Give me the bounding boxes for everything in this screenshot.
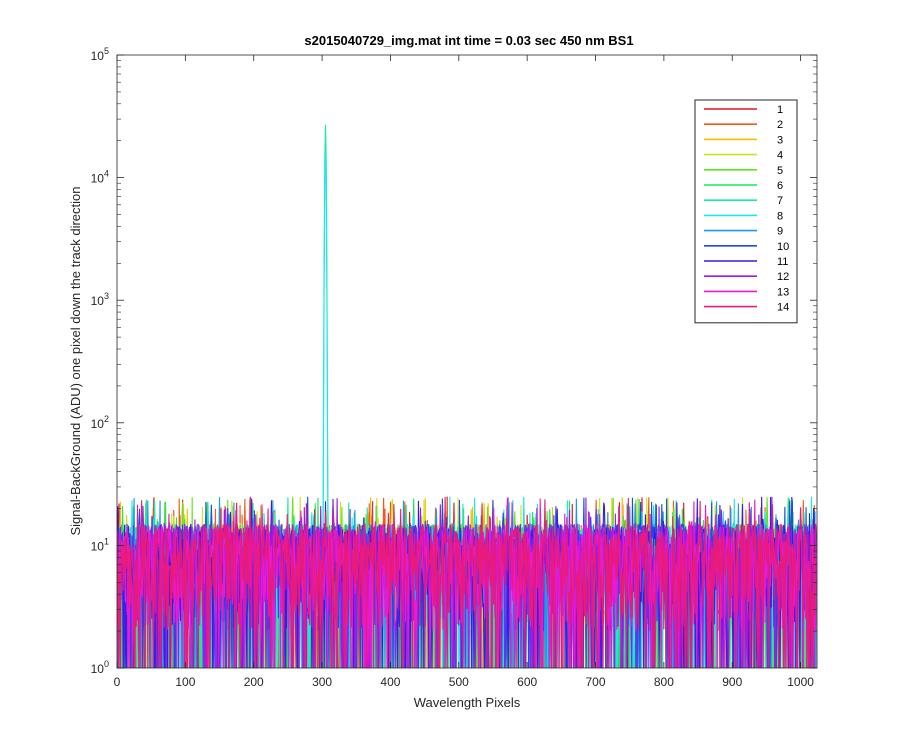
x-tick-label: 400 (380, 675, 400, 689)
legend-label-3: 3 (777, 134, 783, 146)
legend-label-4: 4 (777, 150, 783, 162)
y-tick-label: 104 (91, 169, 109, 186)
legend-label-5: 5 (777, 165, 783, 177)
plot-frame (116, 54, 818, 669)
legend-label-1: 1 (777, 104, 783, 116)
x-tick-label: 700 (586, 675, 606, 689)
x-tick-label: 800 (654, 675, 674, 689)
legend-label-6: 6 (777, 180, 783, 192)
x-tick-label: 1000 (787, 675, 814, 689)
y-tick-label: 105 (91, 46, 109, 63)
legend-label-11: 11 (777, 256, 788, 268)
x-tick-label: 900 (722, 675, 742, 689)
y-axis-label: Signal-BackGround (ADU) one pixel down t… (68, 186, 83, 535)
x-tick-label: 0 (114, 675, 121, 689)
legend-label-12: 12 (777, 271, 789, 283)
y-tick-label: 103 (91, 291, 109, 308)
legend-label-14: 14 (777, 302, 789, 314)
legend-label-9: 9 (777, 226, 783, 238)
legend-label-13: 13 (777, 286, 789, 298)
chart-title: s2015040729_img.mat int time = 0.03 sec … (304, 33, 633, 48)
x-tick-label: 600 (517, 675, 537, 689)
y-tick-label: 100 (91, 659, 109, 676)
y-tick-label: 101 (91, 536, 109, 553)
series-layer (117, 124, 817, 668)
series-line-14 (117, 496, 817, 668)
x-tick-label: 100 (175, 675, 195, 689)
y-tick-label: 102 (91, 414, 109, 431)
legend-label-7: 7 (777, 195, 783, 207)
x-tick-label: 500 (449, 675, 469, 689)
x-tick-label: 200 (244, 675, 264, 689)
legend-label-8: 8 (777, 210, 783, 222)
axes: 0 100 200 300 400 500 600 700 800 900 100010010110… (91, 46, 818, 689)
x-axis-label: Wavelength Pixels (414, 695, 521, 710)
legend-label-2: 2 (777, 119, 783, 131)
legend-label-10: 10 (777, 241, 789, 253)
legend-box (694, 99, 798, 324)
x-tick-label: 300 (312, 675, 332, 689)
